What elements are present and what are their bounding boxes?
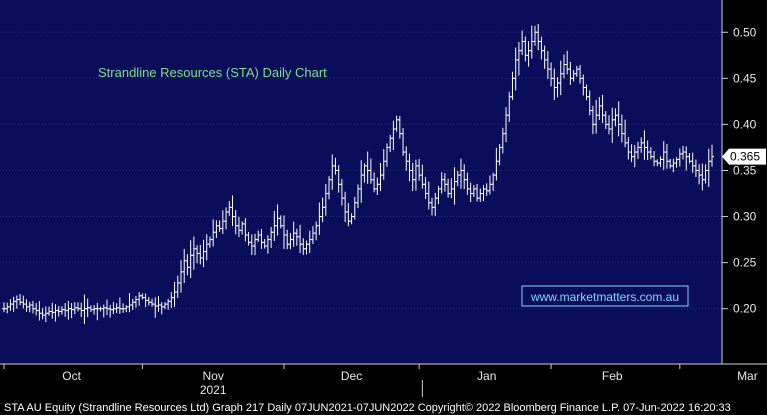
last-price-box	[722, 148, 766, 165]
watermark-box[interactable]: www.marketmatters.com.au	[521, 285, 689, 307]
footer-caption: STA AU Equity (Strandline Resources Ltd)…	[4, 402, 731, 414]
y-tick-label: 0.20	[733, 302, 757, 316]
y-axis: 0.50 0.45 0.40 0.35 0.30 0.25 0.20	[721, 0, 757, 364]
x-month-label: Jan	[477, 369, 496, 383]
ohlc-bar	[710, 144, 714, 167]
x-axis: OctNovDecJanFebMarAprMay20212022	[0, 363, 767, 397]
x-month-label: Nov	[203, 369, 224, 383]
chart-title: Strandline Resources (STA) Daily Chart	[98, 65, 327, 80]
ohlc-bars	[2, 24, 714, 325]
x-month-label: Feb	[602, 369, 623, 383]
last-price-marker: 0.365	[722, 148, 766, 165]
y-tick-label: 0.30	[733, 210, 757, 224]
last-price-label: 0.365	[730, 150, 760, 164]
y-tick-label: 0.25	[733, 256, 757, 270]
x-month-label: Mar	[737, 369, 758, 383]
watermark-link[interactable]: www.marketmatters.com.au	[530, 290, 679, 304]
y-tick-label: 0.35	[733, 163, 757, 177]
y-tick-label: 0.45	[733, 71, 757, 85]
x-month-label: Oct	[62, 369, 81, 383]
x-year-label: 2021	[200, 383, 227, 397]
y-tick-label: 0.50	[733, 25, 757, 39]
x-month-label: Dec	[341, 369, 362, 383]
y-tick-label: 0.40	[733, 117, 757, 131]
